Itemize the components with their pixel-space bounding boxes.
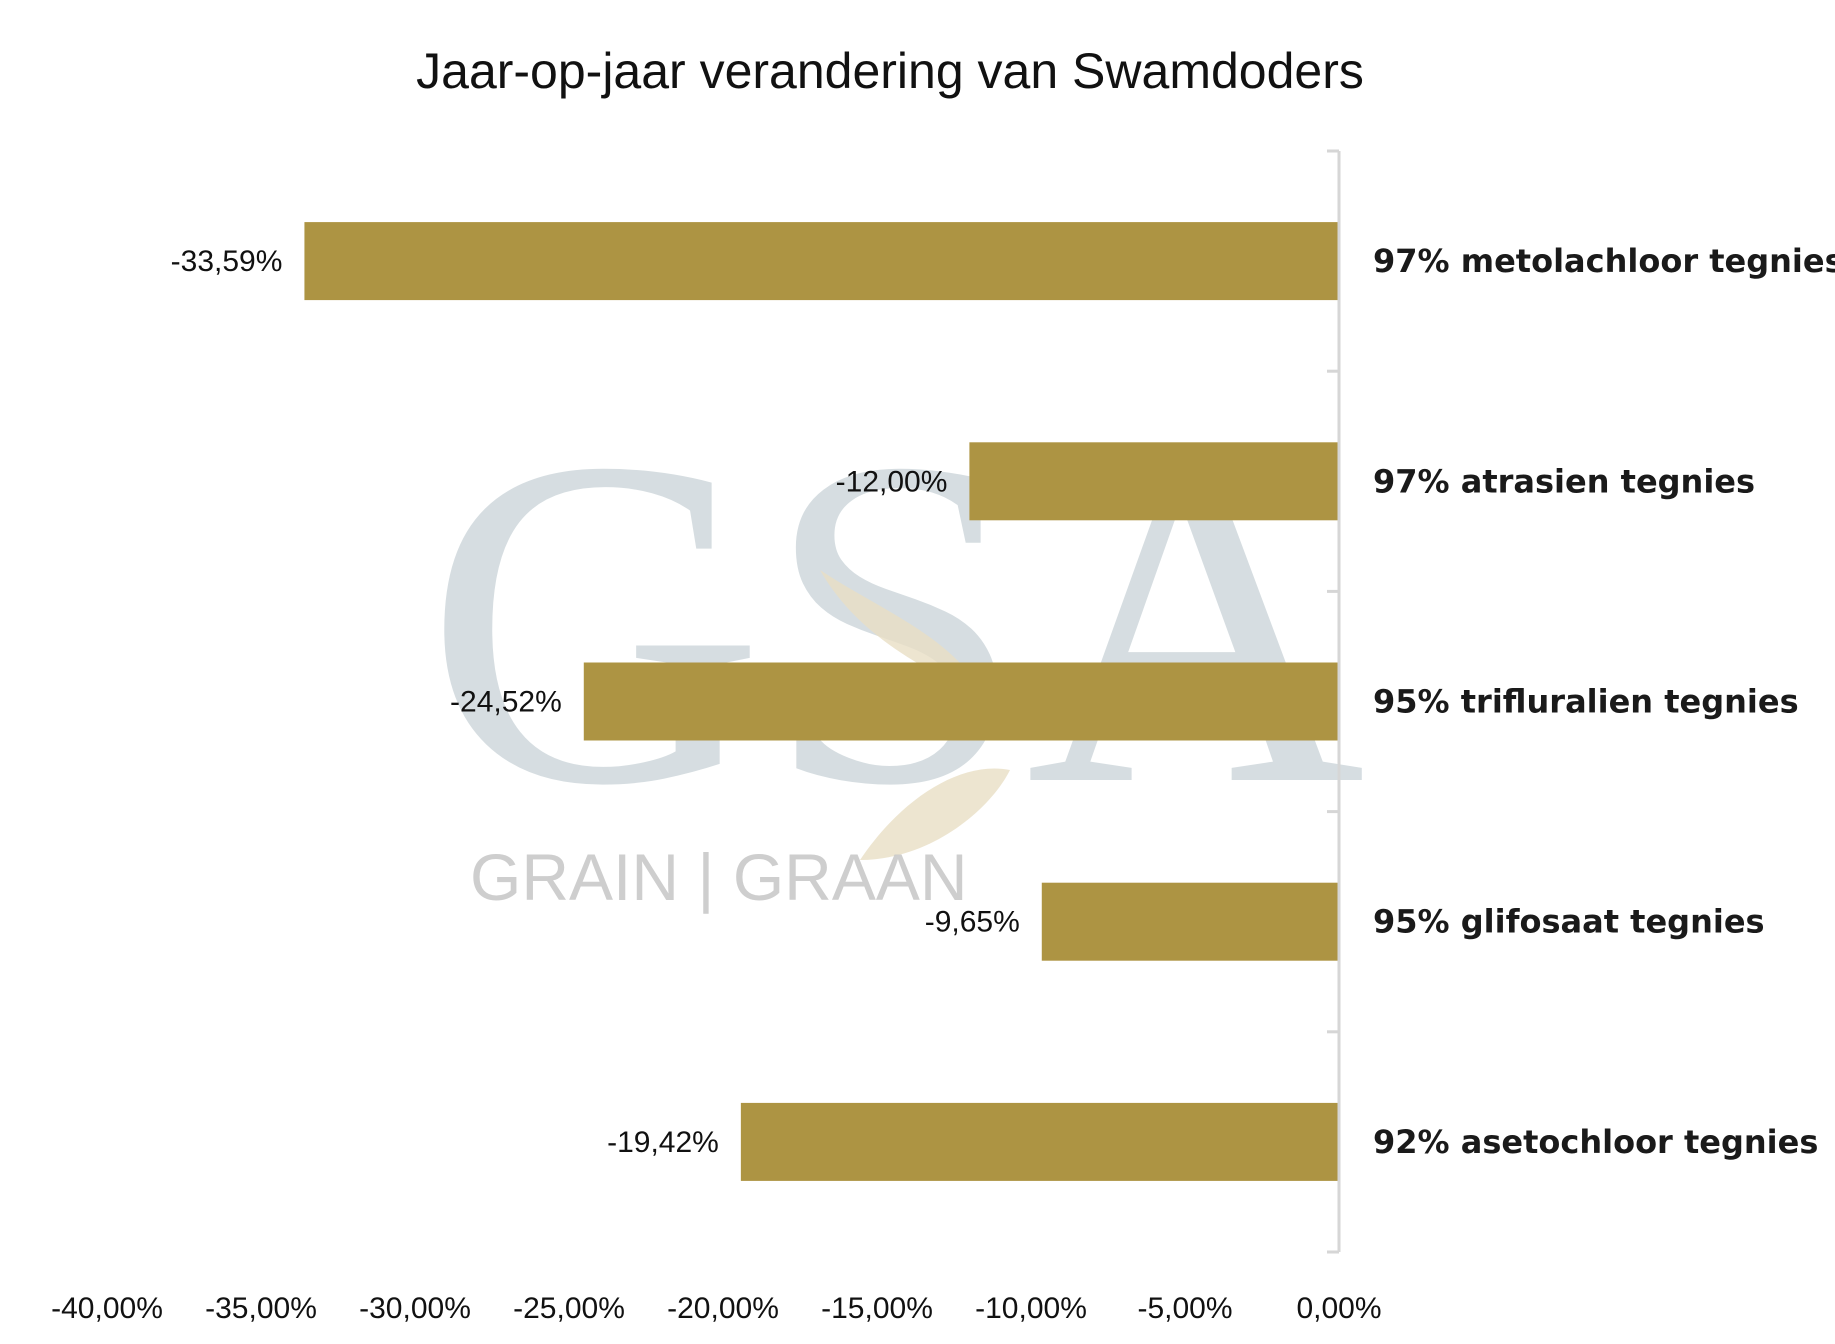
data-label: -19,42% [607, 1126, 719, 1159]
data-label: -9,65% [925, 906, 1020, 939]
x-tick-label: -5,00% [1137, 1292, 1232, 1325]
watermark-swoosh [860, 768, 1010, 860]
x-tick-label: -15,00% [821, 1292, 933, 1325]
x-tick-label: -40,00% [51, 1292, 163, 1325]
category-label: 97% atrasien tegnies [1373, 462, 1755, 500]
bar [583, 662, 1339, 741]
bar [740, 1102, 1339, 1181]
x-tick-label: -20,00% [667, 1292, 779, 1325]
category-label: 97% metolachloor tegnies [1373, 242, 1835, 280]
category-labels-group: 97% metolachloor tegnies 97% atrasien teg… [1373, 242, 1835, 1161]
x-tick-label: -35,00% [205, 1292, 317, 1325]
data-label: -24,52% [450, 686, 562, 719]
x-tick-label: -30,00% [359, 1292, 471, 1325]
category-label: 95% glifosaat tegnies [1373, 903, 1765, 941]
y-axis-group [1327, 149, 1341, 1254]
bar [969, 442, 1339, 521]
x-tick-label: -10,00% [975, 1292, 1087, 1325]
bar [304, 222, 1340, 301]
chart-title: Jaar-op-jaar verandering van Swamdoders [416, 43, 1364, 99]
value-labels-group: -33,59% -12,00% -24,52% -9,65% -19,42% [171, 245, 1020, 1159]
category-label: 92% asetochloor tegnies [1373, 1123, 1818, 1161]
x-tick-label: -25,00% [513, 1292, 625, 1325]
bars-group [304, 222, 1340, 1181]
data-label: -12,00% [836, 465, 948, 498]
bar [1041, 882, 1339, 961]
x-tick-label: 0,00% [1296, 1292, 1381, 1325]
x-tick-labels-group: -40,00% -35,00% -30,00% -25,00% -20,00% -15,0… [51, 1292, 1381, 1325]
category-label: 95% trifluralien tegnies [1373, 683, 1799, 721]
watermark-text: GRAIN | GRAAN [470, 840, 968, 914]
data-label: -33,59% [171, 245, 283, 278]
